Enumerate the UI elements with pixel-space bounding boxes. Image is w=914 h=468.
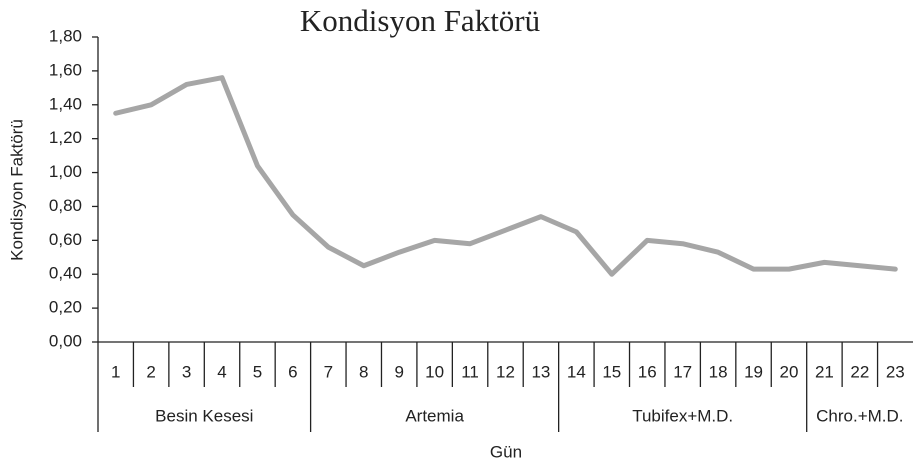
x-tick-label: 1 xyxy=(111,362,120,381)
x-tick-label: 12 xyxy=(496,362,515,381)
group-label: Artemia xyxy=(405,406,464,425)
y-tick-label: 1,20 xyxy=(49,128,82,147)
y-tick-label: 0,60 xyxy=(49,230,82,249)
group-label: Chro.+M.D. xyxy=(816,406,903,425)
y-tick-label: 0,40 xyxy=(49,264,82,283)
y-tick-label: 0,00 xyxy=(49,331,82,350)
x-tick-label: 15 xyxy=(602,362,621,381)
x-tick-label: 4 xyxy=(217,362,226,381)
y-tick-label: 0,80 xyxy=(49,196,82,215)
x-tick-label: 22 xyxy=(850,362,869,381)
data-line xyxy=(113,75,898,277)
x-tick-label: 3 xyxy=(182,362,191,381)
y-tick-label: 0,20 xyxy=(49,298,82,317)
x-tick-label: 21 xyxy=(815,362,834,381)
x-tick-label: 8 xyxy=(359,362,368,381)
x-tick-label: 7 xyxy=(324,362,333,381)
x-tick-label: 23 xyxy=(886,362,905,381)
x-tick-label: 19 xyxy=(744,362,763,381)
x-tick-label: 14 xyxy=(567,362,586,381)
y-tick-label: 1,00 xyxy=(49,162,82,181)
x-tick-label: 2 xyxy=(146,362,155,381)
x-tick-label: 5 xyxy=(253,362,262,381)
chart-title: Kondisyon Faktörü xyxy=(300,3,540,38)
y-tick-label: 1,80 xyxy=(49,26,82,45)
x-tick-label: 20 xyxy=(780,362,799,381)
x-tick-label: 18 xyxy=(709,362,728,381)
x-tick-label: 9 xyxy=(394,362,403,381)
x-tick-label: 17 xyxy=(673,362,692,381)
x-axis-label: Gün xyxy=(490,442,522,461)
x-tick-label: 11 xyxy=(461,362,479,381)
y-tick-label: 1,60 xyxy=(49,60,82,79)
x-tick-label: 10 xyxy=(425,362,444,381)
y-tick-label: 1,40 xyxy=(49,94,82,113)
y-axis-label: Kondisyon Faktörü xyxy=(7,119,26,261)
group-label: Tubifex+M.D. xyxy=(632,406,733,425)
x-tick-label: 13 xyxy=(531,362,550,381)
group-label: Besin Kesesi xyxy=(155,406,253,425)
x-tick-label: 6 xyxy=(288,362,297,381)
x-tick-label: 16 xyxy=(638,362,657,381)
